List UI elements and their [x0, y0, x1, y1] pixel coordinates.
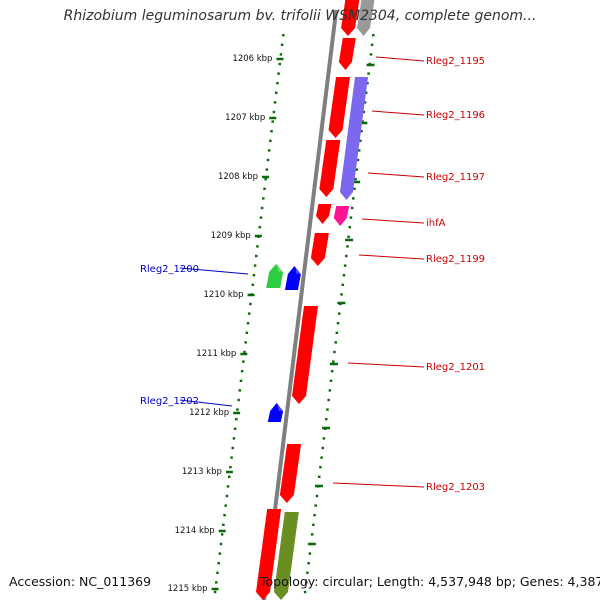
gene-label-leader	[332, 482, 425, 488]
gene-ihfa	[333, 206, 350, 226]
scale-tick-label: 1215 kbp	[168, 584, 208, 594]
gene-rleg2-1205-body	[274, 512, 299, 600]
gene-rleg2-1202-body	[267, 403, 284, 422]
gene-label-leader	[347, 362, 425, 368]
scale-tick-label: 1211 kbp	[196, 349, 236, 359]
gene-rleg2-1200-a-highlight	[276, 264, 284, 272]
gene-rleg2-1202	[267, 403, 284, 422]
genome-backbone	[262, 9, 339, 601]
gene-label-leader	[375, 56, 425, 62]
gene-label-rleg2-1201: Rleg2_1201	[426, 362, 485, 373]
gene-rleg2-1199-body	[310, 233, 329, 266]
gene-rleg2-1197-b-body	[316, 204, 332, 224]
gene-label-rleg2-1196: Rleg2_1196	[426, 110, 485, 121]
gene-rleg2-1194	[341, 0, 360, 36]
scale-tick-label: 1212 kbp	[189, 408, 229, 418]
gene-label-leader	[358, 254, 425, 260]
scale-track-left	[213, 34, 285, 594]
gene-rleg2-1204-body	[256, 509, 282, 600]
gene-rleg2-1203	[279, 444, 302, 503]
scale-tick-label: 1207 kbp	[225, 113, 265, 123]
gene-flanking-gray	[357, 0, 375, 36]
gene-rleg2-1200-a	[266, 264, 284, 288]
accession-text: Accession: NC_011369	[9, 574, 152, 589]
scale-tick-label: 1214 kbp	[175, 526, 215, 536]
gene-rleg2-1194-body	[341, 0, 360, 36]
gene-label-rleg2-1200: Rleg2_1200	[140, 264, 199, 275]
map-title: Rhizobium leguminosarum bv. trifolii WSM…	[63, 8, 537, 24]
gene-label-rleg2-1202: Rleg2_1202	[140, 396, 199, 407]
gene-label-leader	[367, 172, 425, 178]
gene-label-leader	[361, 218, 425, 224]
gene-label-leader	[371, 110, 425, 116]
gene-rleg2-1203-body	[279, 444, 302, 503]
gene-rleg2-1197-body	[319, 140, 341, 197]
gene-label-rleg2-1195: Rleg2_1195	[426, 56, 485, 67]
gene-label-rleg2-1199: Rleg2_1199	[426, 254, 485, 265]
scale-tick-label: 1210 kbp	[204, 290, 244, 300]
gene-label-rleg2-1203: Rleg2_1203	[426, 482, 485, 493]
gene-rleg2-1205	[274, 512, 299, 600]
gene-ihfa-body	[333, 206, 350, 226]
gene-rleg2-1196-a-body	[328, 77, 351, 138]
gene-rleg2-1195-body	[338, 38, 356, 70]
gene-rleg2-1197	[319, 140, 341, 197]
gene-label-rleg2-1197: Rleg2_1197	[426, 172, 485, 183]
gene-rleg2-1200-body	[284, 266, 301, 290]
scale-tick-label: 1206 kbp	[232, 54, 272, 64]
gene-rleg2-1204	[256, 509, 282, 600]
gene-rleg2-1199	[310, 233, 329, 266]
gene-rleg2-1201-body	[291, 306, 318, 404]
gene-rleg2-1200-highlight	[294, 266, 301, 274]
gene-rleg2-1196-body	[339, 77, 369, 200]
gene-rleg2-1202-highlight	[276, 403, 284, 411]
gene-label-leader	[179, 267, 249, 275]
gene-label-ihfa: ihfA	[426, 218, 446, 229]
scale-tick-label: 1209 kbp	[211, 231, 251, 241]
gene-rleg2-1200-a-body	[266, 264, 284, 288]
gene-rleg2-1195	[338, 38, 356, 70]
topology-text: Topology: circular; Length: 4,537,948 bp…	[260, 574, 600, 589]
gene-rleg2-1196	[339, 77, 369, 200]
scale-tick-label: 1208 kbp	[218, 172, 258, 182]
scale-tick-label: 1213 kbp	[182, 467, 222, 477]
gene-label-leader	[179, 399, 233, 407]
gene-rleg2-1196-a	[328, 77, 351, 138]
gene-rleg2-1197-b	[316, 204, 332, 224]
gene-rleg2-1201	[291, 306, 318, 404]
gene-rleg2-1200	[284, 266, 301, 290]
gene-flanking-gray-body	[357, 0, 375, 36]
